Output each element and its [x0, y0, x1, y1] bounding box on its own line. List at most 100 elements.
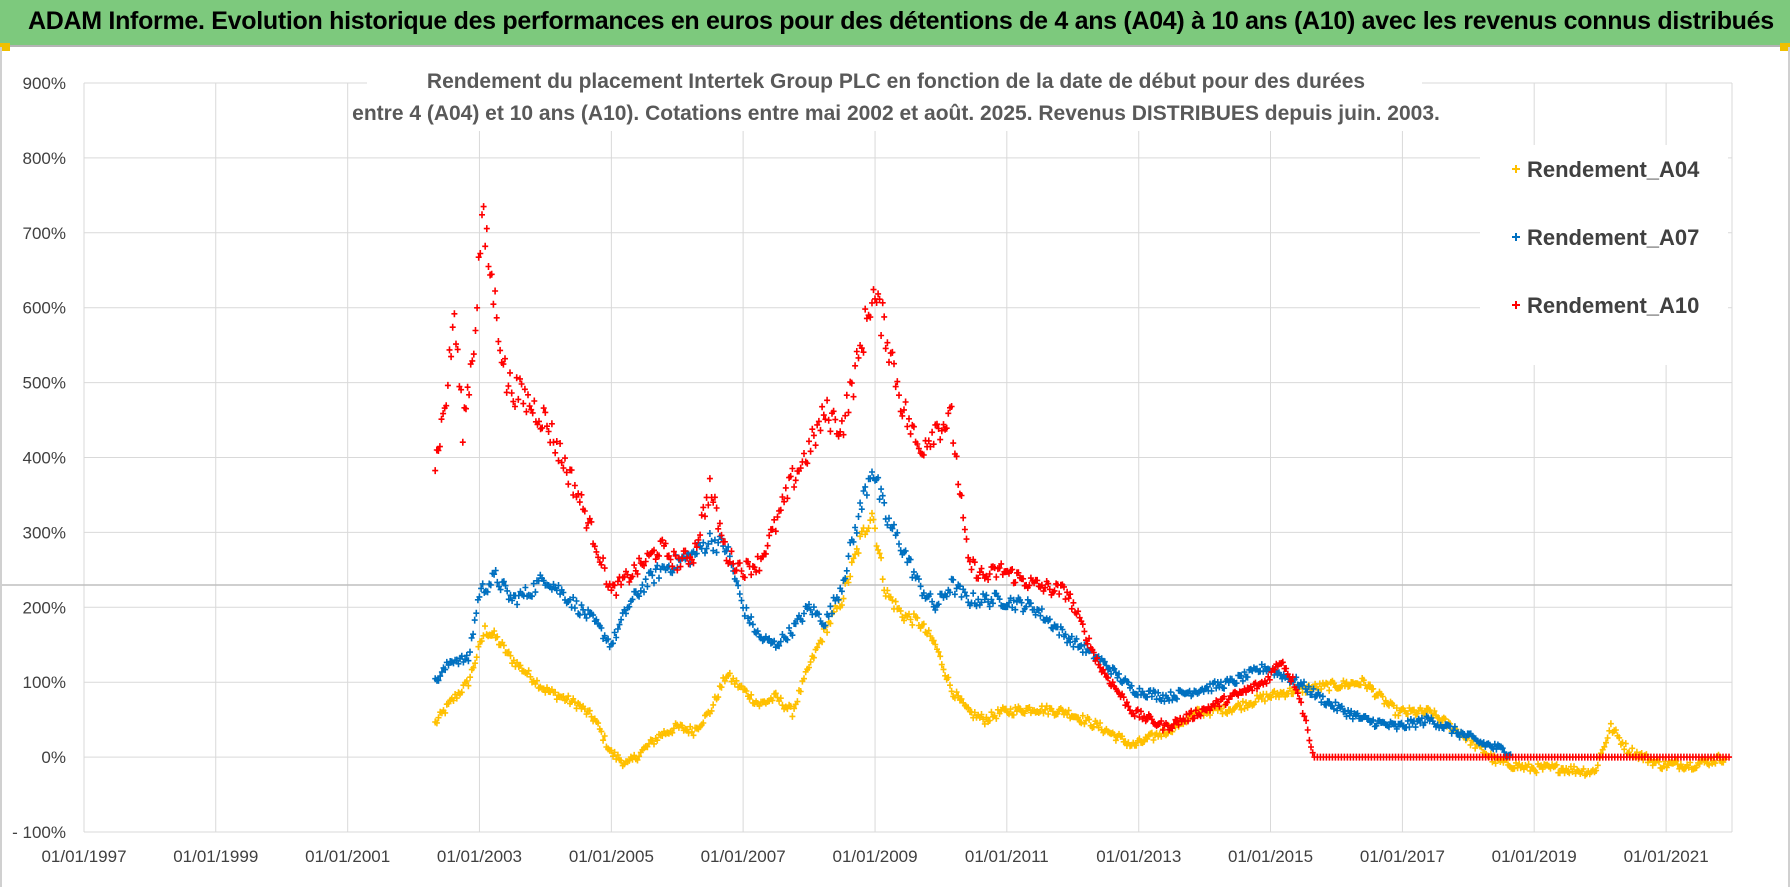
series-marker-segment [558, 586, 580, 612]
series-marker-segment [965, 554, 987, 582]
series-marker-segment [509, 584, 531, 608]
series-marker-segment [981, 563, 1003, 583]
series-marker-segment [1130, 706, 1168, 734]
x-tick-label: 01/01/2021 [1624, 847, 1709, 866]
series-marker-segment [838, 348, 860, 439]
series-marker-segment [1607, 720, 1629, 753]
series-marker-segment [1278, 658, 1300, 693]
series-marker-segment [789, 450, 811, 491]
series-marker-segment [624, 746, 646, 766]
data-series [432, 203, 1732, 779]
series-marker-segment [1311, 753, 1732, 761]
series-marker-segment [756, 633, 778, 647]
legend-box [1480, 145, 1728, 365]
series-marker-segment [432, 658, 454, 684]
series-marker-segment [575, 699, 597, 725]
series-marker-segment [657, 536, 679, 570]
series-marker-segment [838, 545, 860, 609]
series-marker-segment [1228, 690, 1267, 716]
series-marker-segment [915, 620, 937, 645]
series-marker-segment [789, 665, 811, 720]
series-marker-segment [706, 674, 728, 717]
series-marker-segment [448, 677, 470, 704]
series-marker-segment [1294, 678, 1333, 709]
series-marker-segment [998, 594, 1036, 615]
performance-chart: - 100% 0% 100% 200% 300% 400% 500% 600% 700% 800%… [2, 65, 1733, 866]
series-marker-segment [1130, 725, 1168, 749]
y-tick-label: 800% [23, 149, 66, 168]
series-marker-segment [948, 575, 970, 601]
legend-marker-Rendement_A10 [1512, 301, 1520, 309]
series-marker-segment [443, 323, 456, 410]
series-marker-segment [756, 516, 778, 575]
series-marker-segment [482, 622, 498, 640]
series-marker-segment [690, 493, 712, 567]
y-tick-label: 100% [23, 673, 66, 692]
x-tick-label: 01/01/1999 [173, 847, 258, 866]
series-marker-segment [641, 562, 662, 596]
series-marker-segment [806, 625, 827, 671]
series-marker-segment [965, 589, 987, 610]
series-marker-segment [981, 589, 1003, 610]
series-marker-segment [1163, 706, 1201, 734]
series-marker-segment [882, 587, 904, 615]
series-marker-segment [558, 454, 580, 501]
series-marker-segment [608, 747, 629, 770]
series-marker-segment [657, 551, 679, 577]
series-marker-segment [981, 706, 1003, 728]
x-tick-label: 01/01/1997 [41, 847, 126, 866]
y-axis-ticks: - 100% 0% 100% 200% 300% 400% 500% 600% 700% 800%… [12, 74, 66, 842]
series-marker-segment [608, 606, 629, 648]
series-marker-segment [948, 687, 970, 711]
series-marker-segment [487, 270, 508, 368]
series-marker-segment [479, 203, 492, 270]
series-marker-segment [1393, 704, 1432, 719]
series-marker-segment [740, 685, 761, 707]
y-tick-label: 400% [23, 449, 66, 468]
series-marker-segment [855, 475, 874, 520]
series-marker-segment [558, 692, 580, 712]
series-marker-segment [492, 567, 514, 603]
series-marker-segment [1031, 605, 1069, 640]
x-tick-label: 01/01/2019 [1492, 847, 1577, 866]
series-marker-segment [1426, 714, 1465, 741]
series-marker-segment [575, 601, 597, 622]
series-marker-segment [772, 689, 794, 713]
series-marker-segment [1196, 692, 1234, 720]
series-marker-segment [822, 584, 844, 629]
series-marker-segment [706, 475, 728, 546]
series-marker-segment [1097, 655, 1135, 692]
series-marker-segment [542, 408, 564, 465]
series-marker-segment [948, 403, 970, 543]
series-marker-segment [899, 398, 921, 448]
y-tick-label: 0% [41, 748, 66, 767]
x-tick-label: 01/01/2003 [437, 847, 522, 866]
series-marker-segment [575, 490, 597, 548]
series-marker-segment [915, 575, 937, 611]
series-marker-segment [1327, 698, 1366, 723]
series-marker-segment [806, 403, 827, 455]
series-marker-segment [459, 357, 476, 446]
series-marker-segment [772, 624, 794, 651]
series-marker-segment [723, 547, 745, 575]
series-marker-segment [503, 369, 525, 410]
series-marker-segment [965, 704, 987, 723]
series-marker-segment [492, 633, 514, 660]
series-marker-segment [1525, 760, 1563, 777]
series-marker-segment [740, 604, 761, 637]
series-marker-segment [723, 669, 745, 691]
series-marker-segment [509, 656, 531, 678]
series-marker-segment [998, 703, 1036, 719]
series-marker-segment [1196, 675, 1234, 696]
y-tick-label: 300% [23, 523, 66, 542]
chart-frame: - 100% 0% 100% 200% 300% 400% 500% 600% 700% 800%… [0, 47, 1790, 887]
series-marker-segment [1558, 763, 1596, 779]
series-marker-segment [448, 651, 470, 668]
series-marker-segment [822, 597, 844, 636]
series-marker-segment [855, 305, 874, 362]
series-marker-segment [899, 610, 921, 629]
series-marker-segment [520, 385, 547, 433]
series-marker-segment [998, 560, 1036, 592]
series-marker-segment [899, 547, 921, 582]
series-marker-segment [1591, 727, 1613, 776]
